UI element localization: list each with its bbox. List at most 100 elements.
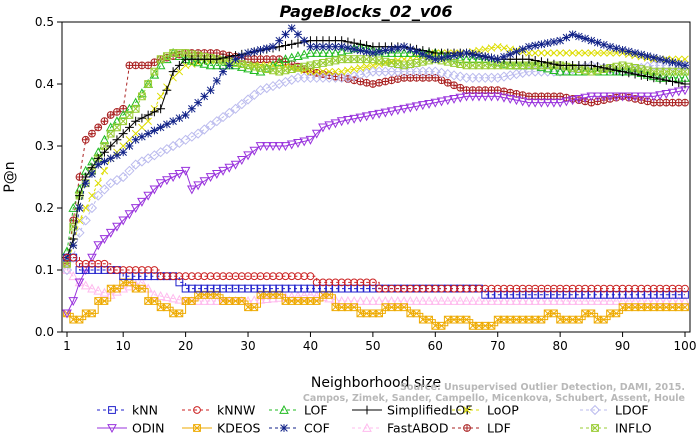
data-point: [368, 295, 378, 305]
data-point: [62, 264, 72, 274]
data-point: [324, 47, 335, 57]
data-point: [450, 51, 458, 60]
data-point: [480, 92, 491, 102]
data-point: [474, 92, 484, 102]
data-point: [593, 38, 602, 47]
legend-marker: [280, 424, 288, 432]
series-cof: [63, 24, 689, 262]
data-point: [105, 122, 116, 132]
data-point: [556, 49, 564, 57]
data-point: [550, 37, 558, 46]
data-point: [362, 62, 371, 71]
data-point: [568, 290, 577, 299]
data-point: [69, 253, 78, 262]
data-point: [587, 49, 596, 57]
data-point: [305, 135, 316, 145]
data-point: [150, 272, 159, 281]
data-point: [94, 179, 102, 187]
data-point: [125, 142, 134, 150]
data-point: [525, 42, 533, 51]
data-point: [236, 99, 247, 110]
data-point: [655, 74, 665, 84]
data-point: [324, 121, 335, 131]
data-point: [424, 99, 434, 109]
legend-label: INFLO: [615, 421, 652, 434]
data-point: [212, 77, 221, 85]
data-point: [200, 92, 209, 101]
data-point: [194, 272, 202, 281]
data-point: [537, 49, 546, 57]
data-point: [606, 42, 614, 51]
data-point: [542, 295, 553, 305]
data-point: [599, 63, 609, 73]
data-point: [250, 272, 259, 281]
data-point: [312, 67, 321, 76]
data-point: [498, 71, 510, 82]
legend-item-lof: LOF: [269, 403, 328, 418]
data-point: [156, 123, 165, 132]
data-point: [630, 92, 640, 102]
data-point: [369, 61, 377, 70]
data-point: [69, 241, 78, 250]
data-point: [456, 50, 465, 59]
data-point: [319, 42, 327, 51]
y-tick-label: 0.1: [35, 263, 54, 277]
data-point: [643, 72, 652, 81]
data-point: [130, 204, 141, 214]
data-point: [631, 290, 639, 299]
data-point: [612, 309, 621, 318]
data-point: [674, 284, 683, 293]
data-point: [124, 165, 135, 176]
data-point: [325, 284, 334, 293]
data-point: [662, 290, 671, 299]
data-point: [368, 284, 377, 293]
data-point: [449, 295, 459, 305]
data-point: [275, 36, 284, 45]
data-point: [481, 52, 490, 61]
data-point: [155, 60, 166, 70]
data-point: [225, 61, 234, 70]
data-point: [599, 284, 608, 293]
data-point: [275, 272, 284, 281]
data-point: [86, 202, 98, 214]
data-point: [187, 272, 196, 281]
data-point: [125, 123, 134, 132]
data-point: [331, 284, 340, 293]
data-point: [81, 259, 90, 268]
data-point: [400, 55, 408, 63]
data-point: [250, 47, 259, 56]
data-point: [105, 228, 116, 238]
data-point: [342, 72, 354, 83]
data-point: [325, 57, 334, 66]
data-point: [169, 117, 178, 126]
data-point: [269, 284, 277, 293]
data-point: [169, 74, 177, 82]
data-point: [411, 47, 422, 57]
data-point: [655, 295, 665, 305]
data-point: [230, 160, 241, 170]
data-point: [137, 197, 147, 207]
data-point: [168, 140, 179, 152]
data-point: [656, 290, 664, 299]
data-point: [642, 92, 653, 102]
data-point: [430, 66, 441, 77]
data-point: [492, 92, 503, 102]
data-point: [225, 284, 234, 293]
data-point: [574, 295, 584, 305]
legend-label: SimplifiedLOF: [387, 403, 473, 418]
data-point: [642, 295, 653, 305]
data-point: [100, 157, 109, 166]
legend-item-ldof: LDOF: [580, 403, 649, 418]
data-point: [356, 278, 365, 287]
data-point: [580, 295, 590, 305]
data-point: [293, 51, 303, 60]
data-point: [442, 295, 453, 305]
data-point: [211, 116, 222, 127]
data-point: [681, 67, 689, 76]
data-point: [249, 146, 260, 156]
data-point: [412, 47, 421, 56]
data-point: [312, 42, 321, 51]
data-point: [475, 284, 483, 293]
data-point: [599, 290, 608, 299]
legend-label: FastABOD: [387, 421, 449, 434]
